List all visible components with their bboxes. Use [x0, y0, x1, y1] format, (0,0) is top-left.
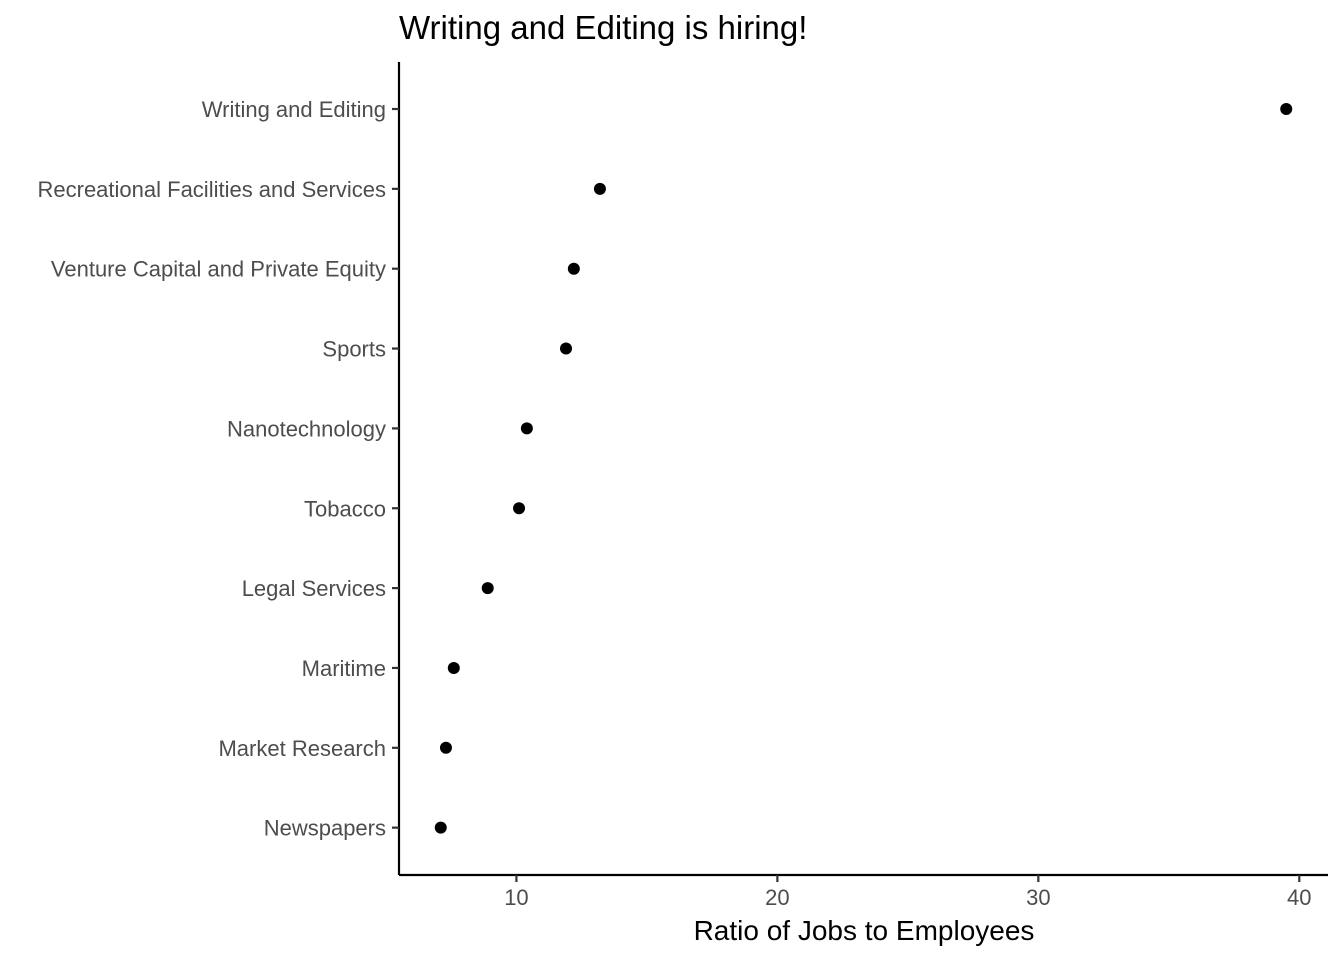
y-tick-label: Venture Capital and Private Equity	[51, 257, 386, 282]
data-point	[481, 582, 494, 595]
data-point	[567, 262, 580, 275]
data-point	[513, 502, 526, 515]
y-tick-label: Market Research	[218, 736, 386, 761]
x-axis: 10 20 30 40	[399, 873, 1328, 910]
data-point	[520, 422, 533, 435]
y-tick-label: Recreational Facilities and Services	[38, 177, 387, 202]
data-point	[1280, 103, 1293, 115]
y-tick-label: Writing and Editing	[202, 97, 386, 122]
y-tick-label: Legal Services	[242, 576, 386, 601]
y-tick-label: Sports	[322, 337, 386, 362]
x-tick-label: 40	[1287, 885, 1311, 910]
x-axis-title: Ratio of Jobs to Employees	[694, 915, 1035, 946]
y-tick-label: Newspapers	[264, 816, 386, 841]
y-tick-label: Tobacco	[304, 496, 386, 521]
data-points	[434, 103, 1293, 834]
x-tick-label: 20	[765, 885, 789, 910]
data-point	[593, 182, 606, 195]
data-point	[439, 741, 452, 754]
data-point	[434, 821, 447, 834]
x-tick-label: 10	[504, 885, 528, 910]
y-axis: Writing and Editing Recreational Faciliti…	[38, 62, 401, 875]
chart-title: Writing and Editing is hiring!	[399, 9, 807, 46]
x-tick-label: 30	[1026, 885, 1050, 910]
y-tick-label: Maritime	[302, 656, 386, 681]
y-tick-label: Nanotechnology	[227, 416, 386, 441]
data-point	[560, 342, 573, 355]
data-point	[447, 661, 460, 674]
